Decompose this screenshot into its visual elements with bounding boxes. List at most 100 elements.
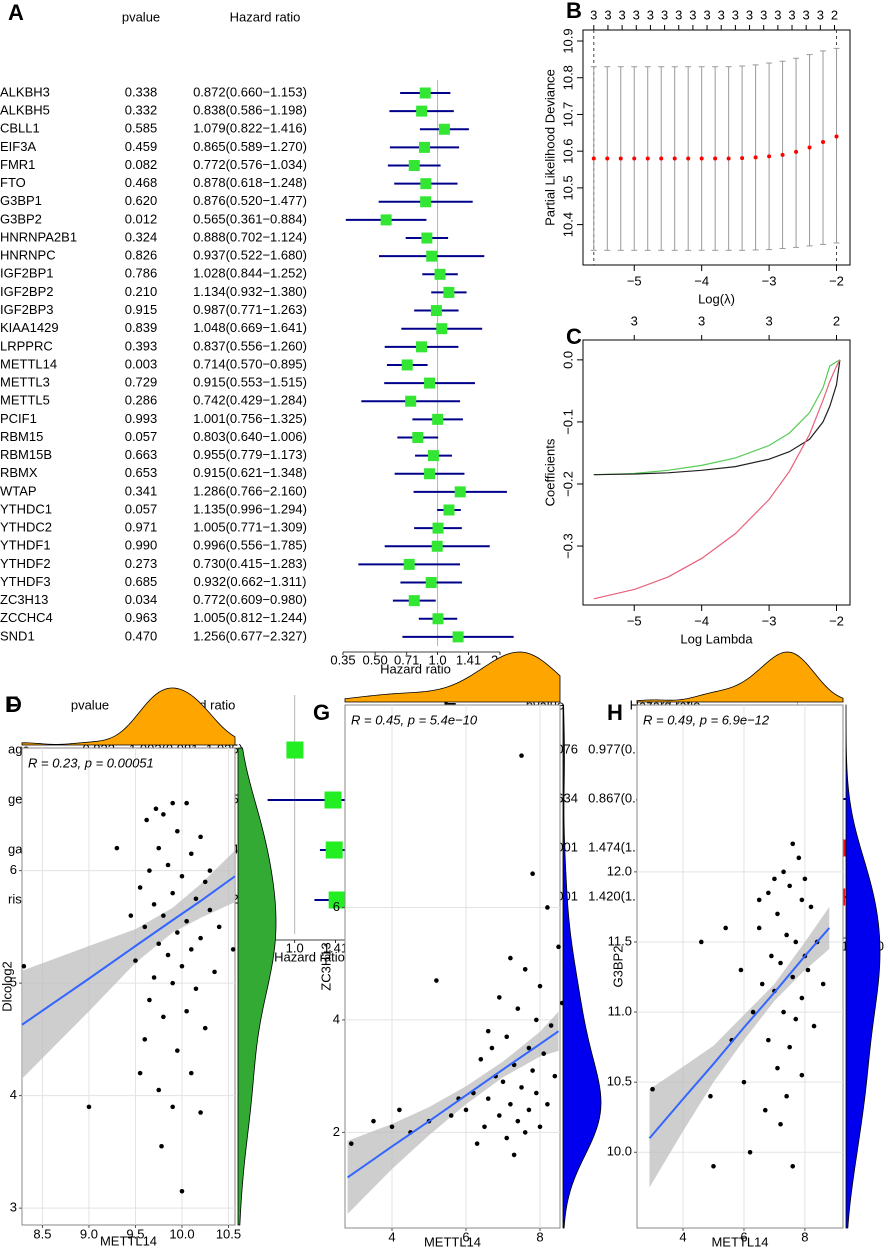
top-tick-label: 3 [631, 313, 638, 328]
x-tick-label: −3 [762, 273, 777, 288]
point [766, 1037, 771, 1043]
y-tick-label: 6 [333, 899, 340, 914]
row-label: YTHDF1 [0, 538, 51, 553]
top-tick-label: 3 [633, 7, 640, 22]
top-tick-label: 3 [647, 7, 654, 22]
hazard-ratio-label: 1.001(0.756−1.325) [193, 411, 307, 426]
hazard-ratio-label: 0.932(0.662−1.311) [194, 574, 307, 589]
mean-point [686, 156, 691, 161]
top-tick-label: 3 [703, 7, 710, 22]
row-label: CBLL1 [0, 121, 40, 136]
top-tick-label: 3 [803, 7, 810, 22]
point [202, 1025, 208, 1031]
p-value: 0.003 [125, 356, 158, 371]
hazard-ratio-box [325, 841, 343, 859]
point [202, 879, 208, 885]
y-axis-label: G3BP2 [610, 946, 625, 988]
x-tick-label: 6 [740, 1229, 747, 1244]
point [179, 1188, 185, 1194]
hazard-ratio-box [416, 105, 428, 117]
panel-label: H [607, 700, 623, 725]
row-label: YTHDC2 [0, 520, 52, 535]
hazard-ratio-label: 0.955(0.779−1.173) [193, 447, 307, 462]
y-tick-label: 10.5 [560, 175, 575, 200]
p-value: 0.993 [125, 411, 158, 426]
p-value: 0.685 [125, 574, 158, 589]
row-label: LRPPRC [0, 338, 53, 353]
p-value: 0.057 [125, 429, 158, 444]
panel-label: F [5, 692, 18, 717]
hazard-ratio-label: 0.730(0.415−1.283) [193, 556, 307, 571]
row-label: IGF2BP2 [0, 284, 53, 299]
point [156, 1087, 162, 1093]
row-label: G3BP1 [0, 193, 42, 208]
x-tick-label: 8 [536, 1229, 543, 1244]
x-tick-label: −2 [829, 613, 844, 628]
y-tick-label: −0.1 [560, 409, 575, 435]
hazard-ratio-box [403, 558, 415, 570]
p-value: 0.839 [125, 320, 158, 335]
hazard-ratio-box [421, 232, 433, 244]
p-value: 0.393 [125, 338, 158, 353]
point [756, 925, 762, 931]
hazard-ratio-box [438, 123, 450, 135]
top-tick-label: 3 [765, 313, 772, 328]
right-density [562, 704, 602, 1229]
y-tick-label: 3 [10, 1200, 17, 1215]
x-tick-label: 9.5 [126, 1226, 144, 1241]
hazard-ratio-label: 0.996(0.556−1.785) [193, 538, 307, 553]
plot-frame [582, 29, 851, 266]
mean-point [753, 155, 758, 160]
hazard-ratio-box [419, 87, 431, 99]
point [534, 1090, 539, 1096]
row-label: METTL14 [0, 356, 57, 371]
x-tick-label: 0.71 [394, 652, 419, 667]
y-tick-label: 2 [333, 1124, 340, 1139]
hazard-ratio-box [430, 305, 442, 317]
p-value: 0.915 [125, 302, 158, 317]
hazard-ratio-label: 0.565(0.361−0.884) [193, 211, 307, 226]
point [784, 932, 789, 938]
point [526, 1045, 532, 1051]
point [184, 800, 189, 806]
point [133, 958, 138, 963]
x-tick-label: 4 [388, 1229, 395, 1244]
p-value: 0.826 [125, 248, 158, 263]
row-label: YTHDF2 [0, 556, 51, 571]
point [805, 967, 811, 973]
mean-point [807, 145, 812, 150]
y-tick-label: 6 [10, 862, 17, 877]
hazard-ratio-label: 1.005(0.771−1.309) [193, 520, 307, 535]
point [434, 978, 439, 983]
hazard-ratio-label: 0.742(0.429−1.284) [193, 393, 307, 408]
row-label: ALKBH3 [0, 84, 50, 99]
row-label: IGF2BP1 [0, 266, 53, 281]
point [756, 897, 762, 903]
point [522, 967, 528, 972]
hazard-ratio-box [425, 577, 437, 589]
hazard-ratio-box [324, 791, 342, 809]
point [159, 1143, 164, 1149]
p-value: 0.620 [125, 193, 158, 208]
point [811, 1023, 817, 1029]
point [137, 1070, 143, 1076]
p-value: 0.786 [125, 266, 158, 281]
point [489, 1045, 495, 1051]
hazard-ratio-box [420, 196, 432, 208]
point [184, 918, 189, 924]
point [545, 1101, 550, 1107]
panel-label: G [313, 700, 330, 725]
point [759, 981, 765, 987]
point [548, 1023, 554, 1028]
point [474, 1141, 480, 1146]
point [650, 1086, 655, 1092]
point [448, 1113, 454, 1118]
point [216, 924, 222, 930]
point [711, 1164, 716, 1169]
y-tick-label: 10.4 [560, 212, 575, 237]
point [151, 902, 157, 907]
x-tick-label: 0.35 [330, 652, 355, 667]
x-axis-label: METTL14 [424, 1234, 481, 1249]
x-tick-label: −4 [694, 613, 709, 628]
